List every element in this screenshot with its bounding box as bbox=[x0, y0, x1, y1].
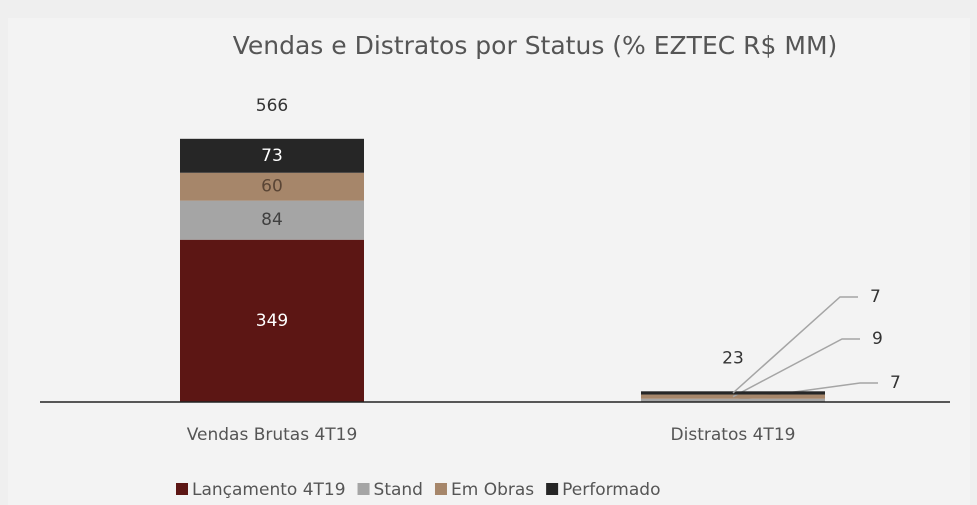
leader-line bbox=[732, 296, 858, 394]
chart-title: Vendas e Distratos por Status (% EZTEC R… bbox=[233, 31, 838, 60]
legend-label: Performado bbox=[562, 480, 660, 500]
bar-segment bbox=[180, 138, 364, 173]
legend-swatch bbox=[176, 483, 188, 495]
legend-swatch bbox=[357, 483, 370, 495]
data-label: 73 bbox=[261, 146, 283, 166]
legend-label: Stand bbox=[374, 480, 423, 500]
legend-swatch bbox=[434, 483, 447, 495]
total-label: 23 bbox=[722, 348, 744, 368]
legend-label: Lançamento 4T19 bbox=[192, 480, 346, 500]
data-label: 60 bbox=[261, 177, 283, 197]
data-label: 9 bbox=[872, 329, 883, 349]
legend-swatch bbox=[546, 483, 559, 495]
data-label: 7 bbox=[870, 287, 881, 307]
x-tick-label: Distratos 4T19 bbox=[671, 425, 796, 445]
data-label: 7 bbox=[890, 373, 901, 393]
x-tick-label: Vendas Brutas 4T19 bbox=[187, 425, 358, 445]
data-label: 349 bbox=[256, 311, 288, 331]
bar-segment bbox=[180, 172, 364, 201]
data-label: 84 bbox=[261, 210, 283, 230]
bar-segment bbox=[180, 200, 364, 240]
legend-label: Em Obras bbox=[451, 480, 534, 500]
leader-line bbox=[732, 338, 860, 398]
bar-segment bbox=[180, 239, 364, 402]
chart-area bbox=[8, 18, 970, 505]
total-label: 566 bbox=[256, 96, 288, 116]
